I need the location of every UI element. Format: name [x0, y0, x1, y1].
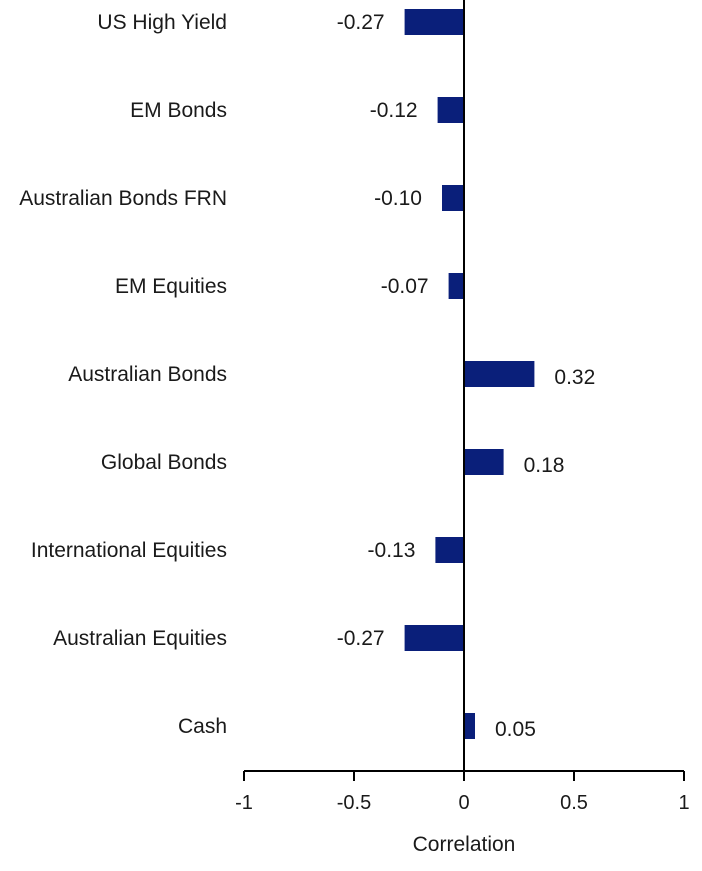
- bars-layer: [404, 9, 535, 739]
- bar-2: [442, 185, 464, 211]
- x-axis-title: Correlation: [413, 833, 516, 856]
- bar-5: [464, 449, 504, 475]
- data-label: -0.12: [370, 99, 418, 122]
- category-label: EM Equities: [115, 275, 227, 298]
- category-label: Cash: [178, 715, 227, 738]
- bar-1: [437, 97, 464, 123]
- data-label: 0.18: [524, 454, 565, 477]
- bar-7: [404, 625, 464, 651]
- bar-4: [464, 361, 535, 387]
- x-tick-label: 0.5: [560, 792, 588, 814]
- x-axis: -1 -0.5 0 0.5 1: [235, 770, 690, 814]
- category-label: Australian Equities: [53, 627, 227, 650]
- category-label: US High Yield: [97, 11, 227, 34]
- data-label: -0.10: [374, 187, 422, 210]
- data-label: -0.13: [368, 539, 416, 562]
- x-tick-label: -0.5: [337, 792, 371, 814]
- data-label: -0.27: [337, 11, 385, 34]
- x-tick-label: -1: [235, 792, 253, 814]
- bar-8: [464, 713, 475, 739]
- data-label: 0.05: [495, 718, 536, 741]
- data-label: 0.32: [554, 366, 595, 389]
- bar-6: [435, 537, 464, 563]
- category-label: EM Bonds: [130, 99, 227, 122]
- bar-0: [404, 9, 464, 35]
- data-label: -0.27: [337, 627, 385, 650]
- bar-3: [448, 273, 464, 299]
- x-tick-label: 0: [458, 792, 469, 814]
- category-label: International Equities: [31, 539, 227, 562]
- data-label: -0.07: [381, 275, 429, 298]
- category-label: Australian Bonds FRN: [19, 187, 227, 210]
- category-label: Global Bonds: [101, 451, 227, 474]
- labels-layer: US High Yield -0.27 EM Bonds -0.12 Australia…: [19, 11, 595, 741]
- x-tick-label: 1: [678, 792, 689, 814]
- category-label: Australian Bonds: [68, 363, 227, 386]
